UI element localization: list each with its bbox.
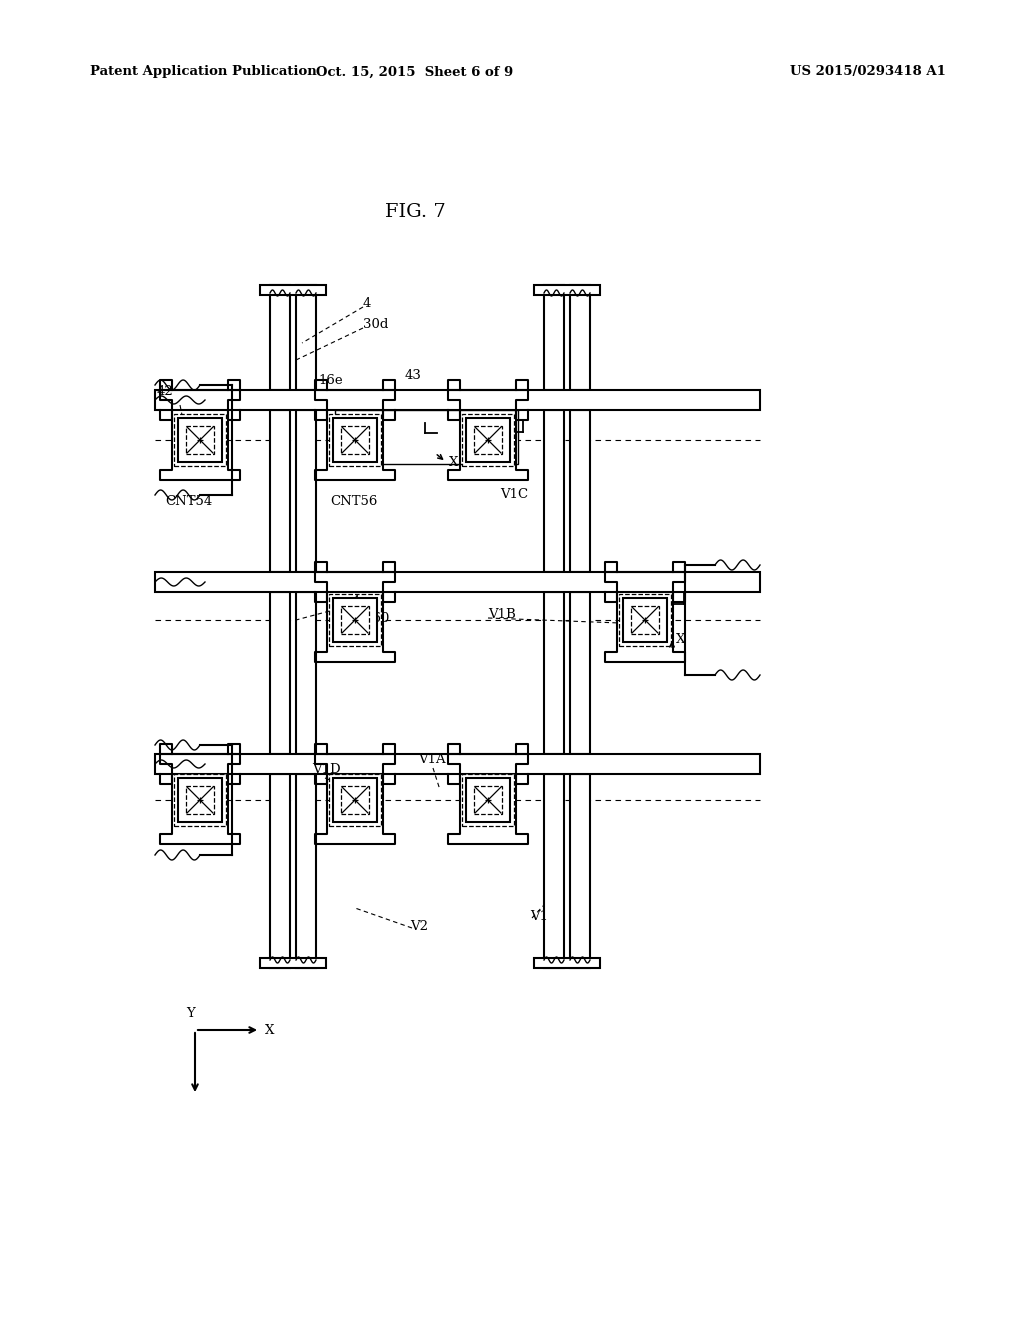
Bar [296, 411, 316, 572]
Bar [474, 785, 502, 814]
Bar [544, 774, 564, 968]
Bar [155, 572, 760, 591]
Text: FIG. 7: FIG. 7 [385, 203, 445, 220]
Text: CNT54: CNT54 [165, 495, 212, 508]
Bar [544, 411, 564, 572]
Bar [534, 958, 600, 968]
Bar [155, 754, 760, 774]
Bar [623, 598, 667, 642]
Bar [544, 285, 564, 389]
Text: Oct. 15, 2015  Sheet 6 of 9: Oct. 15, 2015 Sheet 6 of 9 [316, 66, 514, 78]
Bar [570, 411, 590, 572]
Text: X: X [676, 634, 685, 645]
Bar [333, 777, 377, 822]
Bar [329, 774, 381, 826]
Text: V1A: V1A [418, 752, 445, 766]
Bar [534, 285, 600, 294]
Bar [335, 411, 518, 465]
Bar [178, 418, 222, 462]
Text: X: X [449, 455, 459, 469]
Text: 43: 43 [406, 370, 422, 381]
Text: 16e: 16e [318, 374, 343, 387]
Text: CNT56: CNT56 [330, 495, 378, 508]
Text: 30d: 30d [362, 318, 388, 331]
Bar [466, 418, 510, 462]
Bar [341, 606, 369, 634]
Text: 4: 4 [352, 595, 360, 609]
Bar [296, 285, 316, 389]
Bar [333, 598, 377, 642]
Bar [296, 591, 316, 754]
Bar [570, 774, 590, 968]
Bar [270, 774, 290, 968]
Text: CNT60: CNT60 [342, 612, 389, 624]
Bar [544, 591, 564, 754]
Bar [186, 426, 214, 454]
Bar [270, 591, 290, 754]
Text: V1: V1 [530, 909, 548, 923]
Bar [333, 418, 377, 462]
Text: 30s: 30s [342, 630, 366, 643]
Text: US 2015/0293418 A1: US 2015/0293418 A1 [790, 66, 946, 78]
Text: 4: 4 [362, 297, 372, 310]
Bar [570, 591, 590, 754]
Bar [329, 594, 381, 645]
Bar [174, 774, 226, 826]
Bar [474, 426, 502, 454]
Bar [178, 777, 222, 822]
Text: 42: 42 [157, 385, 174, 399]
Bar [186, 785, 214, 814]
Text: V2: V2 [410, 920, 428, 933]
Bar [260, 285, 326, 294]
Text: X: X [265, 1023, 274, 1036]
Bar [174, 414, 226, 466]
Bar [296, 774, 316, 968]
Text: V1B: V1B [488, 609, 516, 620]
Bar [260, 958, 326, 968]
Text: V1D: V1D [312, 763, 341, 776]
Text: Y: Y [186, 1007, 196, 1020]
Bar [466, 777, 510, 822]
Bar [270, 285, 290, 389]
Bar [618, 594, 671, 645]
Bar [341, 426, 369, 454]
Bar [462, 414, 514, 466]
Text: Patent Application Publication: Patent Application Publication [90, 66, 316, 78]
Bar [341, 785, 369, 814]
Bar [570, 285, 590, 389]
Bar [270, 411, 290, 572]
Bar [631, 606, 659, 634]
Bar [329, 414, 381, 466]
Bar [462, 774, 514, 826]
Bar [155, 389, 760, 411]
Text: V1C: V1C [500, 488, 528, 502]
